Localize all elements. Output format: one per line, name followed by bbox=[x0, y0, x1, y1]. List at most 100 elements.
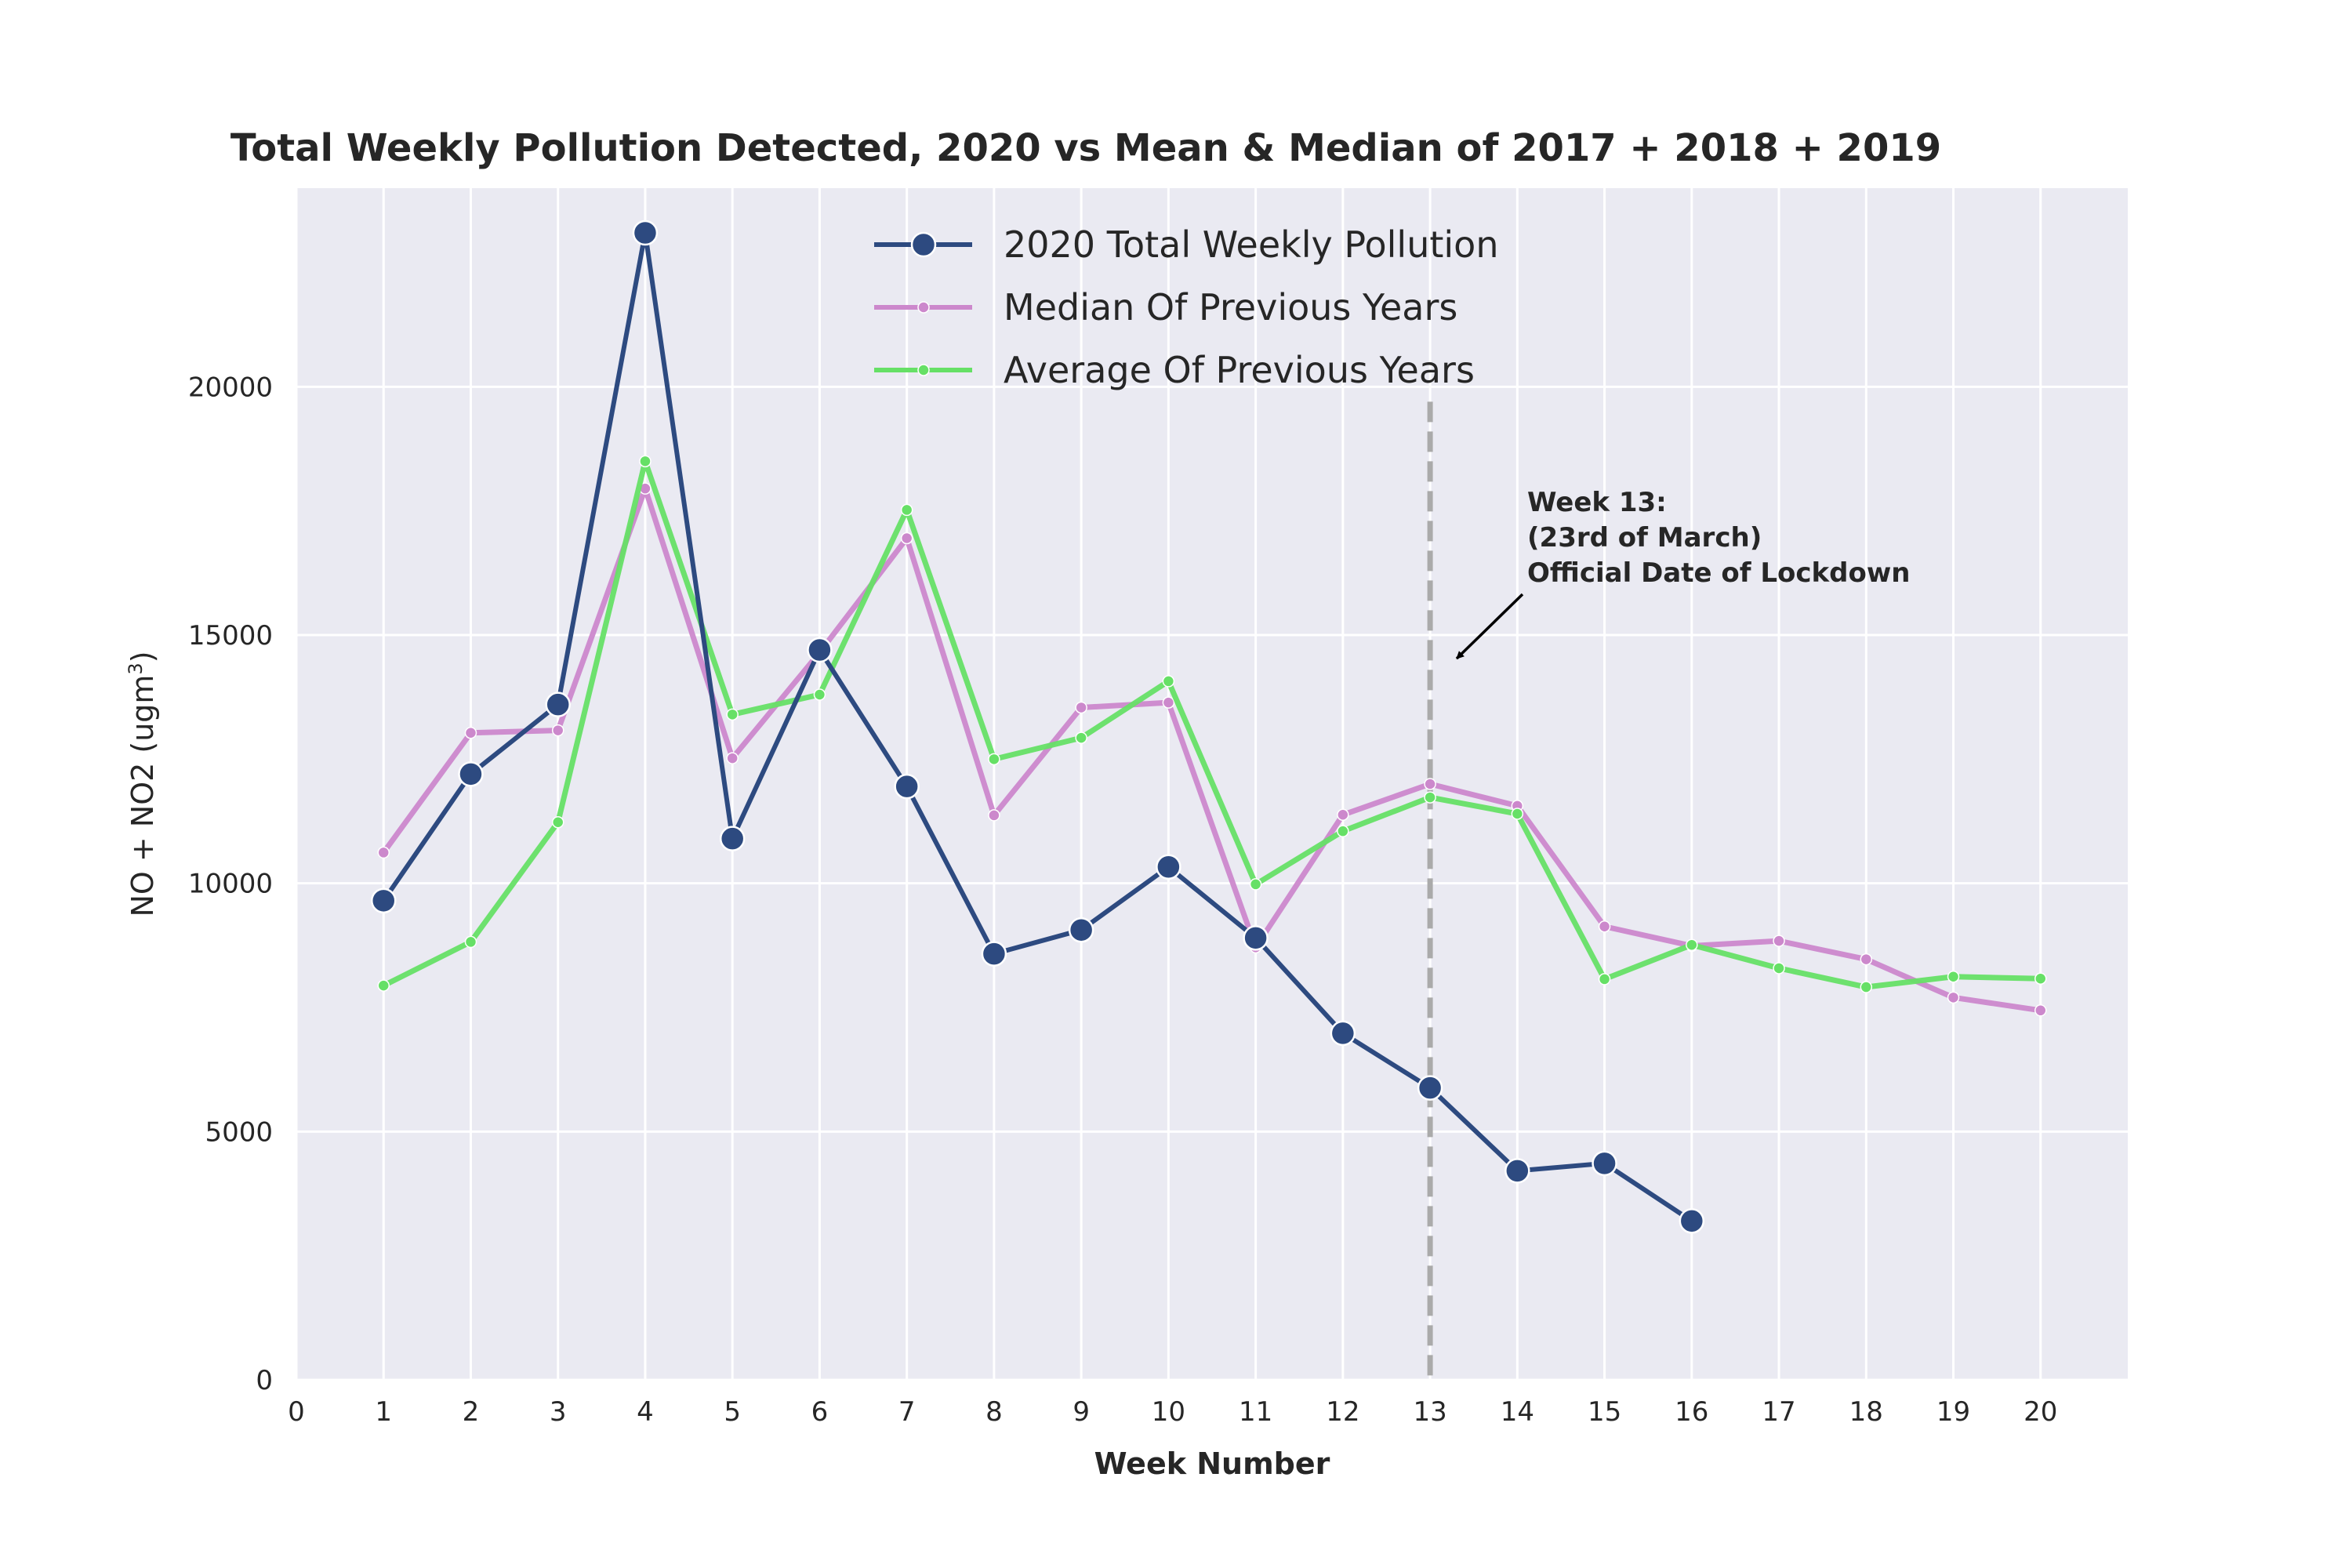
data-point bbox=[1947, 991, 1960, 1004]
data-point bbox=[551, 724, 564, 737]
x-tick-label: 1 bbox=[375, 1396, 392, 1428]
x-tick-label: 4 bbox=[637, 1396, 654, 1428]
data-point bbox=[1330, 1020, 1356, 1047]
legend-marker-median bbox=[917, 301, 930, 314]
x-tick-label: 3 bbox=[550, 1396, 567, 1428]
data-point bbox=[464, 935, 477, 949]
data-point bbox=[726, 752, 739, 764]
y-tick-label: 5000 bbox=[205, 1116, 273, 1148]
y-tick-label: 0 bbox=[256, 1365, 273, 1396]
data-point bbox=[1598, 920, 1611, 933]
data-point bbox=[1249, 878, 1262, 891]
data-point bbox=[1686, 938, 1698, 951]
x-tick-label: 19 bbox=[1936, 1396, 1970, 1428]
data-point bbox=[1162, 675, 1175, 688]
data-point bbox=[900, 532, 913, 545]
legend-label-2020: 2020 Total Weekly Pollution bbox=[1004, 223, 1498, 266]
annotation-arrow bbox=[1455, 593, 1524, 660]
x-tick-label: 12 bbox=[1326, 1396, 1359, 1428]
x-tick-label: 8 bbox=[985, 1396, 1003, 1428]
data-point bbox=[1598, 973, 1611, 985]
x-tick-label: 10 bbox=[1152, 1396, 1185, 1428]
x-tick-label: 18 bbox=[1849, 1396, 1883, 1428]
data-point bbox=[639, 455, 652, 468]
data-point bbox=[1773, 935, 1785, 947]
x-tick-label: 11 bbox=[1239, 1396, 1272, 1428]
data-point bbox=[1860, 981, 1873, 993]
data-point bbox=[807, 637, 833, 663]
data-point bbox=[988, 809, 1000, 822]
y-axis-label: NO + NO2 (ugm3) bbox=[125, 651, 160, 916]
y-axis-label-superscript: 3 bbox=[125, 662, 147, 674]
data-point bbox=[1947, 970, 1960, 983]
data-point bbox=[1156, 854, 1181, 880]
annotation-line-3: Official Date of Lockdown bbox=[1527, 557, 1910, 589]
data-point bbox=[377, 979, 390, 992]
data-point bbox=[545, 691, 571, 717]
data-point bbox=[464, 727, 477, 739]
series-line bbox=[381, 230, 1694, 1224]
data-point bbox=[1860, 953, 1873, 966]
legend: 2020 Total Weekly Pollution Median Of Pr… bbox=[874, 223, 1498, 391]
series-line bbox=[380, 485, 2044, 1014]
data-point bbox=[2034, 1004, 2047, 1017]
annotation-line-1: Week 13: bbox=[1527, 487, 1667, 518]
x-tick-label: 2 bbox=[463, 1396, 480, 1428]
x-tick-label: 0 bbox=[288, 1396, 305, 1428]
data-point bbox=[900, 503, 913, 517]
data-point bbox=[458, 761, 484, 787]
chart-title: Total Weekly Pollution Detected, 2020 vs… bbox=[230, 126, 1941, 170]
data-point bbox=[377, 846, 390, 859]
x-tick-label: 15 bbox=[1588, 1396, 1621, 1428]
data-point bbox=[894, 773, 920, 800]
data-point bbox=[1424, 791, 1436, 804]
series-line bbox=[380, 458, 2044, 990]
data-point bbox=[1075, 701, 1087, 714]
data-point bbox=[1504, 1158, 1530, 1184]
data-point bbox=[1162, 696, 1175, 709]
data-point bbox=[988, 753, 1000, 766]
data-point bbox=[1243, 925, 1269, 951]
x-tick-label: 5 bbox=[724, 1396, 741, 1428]
legend-label-average: Average Of Previous Years bbox=[1004, 349, 1475, 391]
data-point bbox=[1773, 962, 1785, 975]
data-point bbox=[1511, 808, 1524, 820]
lockdown-annotation: Week 13: (23rd of March) Official Date o… bbox=[1455, 487, 1910, 660]
data-point bbox=[1679, 1208, 1705, 1234]
x-tick-label: 14 bbox=[1501, 1396, 1534, 1428]
data-point bbox=[1592, 1150, 1617, 1177]
data-point bbox=[1075, 731, 1087, 744]
data-point bbox=[1337, 808, 1349, 822]
data-point bbox=[2034, 972, 2047, 985]
series-0 bbox=[370, 220, 1705, 1234]
data-point bbox=[551, 816, 564, 829]
series-layer bbox=[370, 220, 2047, 1234]
y-tick-label: 15000 bbox=[188, 620, 273, 652]
data-point bbox=[719, 826, 746, 851]
tick-labels: 0 1 2 3 4 5 6 7 8 9 10 11 12 13 14 15 16 17 18 19 2005000100… bbox=[188, 372, 2058, 1428]
y-tick-label: 10000 bbox=[188, 869, 273, 900]
data-point bbox=[1424, 778, 1436, 790]
grid-lines bbox=[295, 188, 2128, 1381]
legend-marker-2020 bbox=[910, 231, 937, 258]
x-tick-label: 13 bbox=[1413, 1396, 1446, 1428]
legend-label-median: Median Of Previous Years bbox=[1004, 286, 1457, 328]
legend-marker-average bbox=[917, 364, 930, 376]
data-point bbox=[981, 941, 1007, 967]
data-point bbox=[1068, 916, 1094, 943]
data-point bbox=[370, 887, 397, 914]
x-tick-label: 7 bbox=[898, 1396, 916, 1428]
annotation-line-2: (23rd of March) bbox=[1527, 522, 1762, 554]
x-tick-label: 17 bbox=[1762, 1396, 1795, 1428]
y-axis-label-close: ) bbox=[125, 651, 160, 662]
x-tick-label: 6 bbox=[811, 1396, 829, 1428]
y-tick-label: 20000 bbox=[188, 372, 273, 403]
x-tick-label: 16 bbox=[1675, 1396, 1708, 1428]
data-point bbox=[726, 708, 739, 721]
x-tick-label: 9 bbox=[1073, 1396, 1090, 1428]
x-tick-label: 20 bbox=[2024, 1396, 2057, 1428]
x-axis-label: Week Number bbox=[1094, 1446, 1330, 1481]
data-point bbox=[632, 220, 659, 246]
data-point bbox=[1337, 825, 1349, 837]
